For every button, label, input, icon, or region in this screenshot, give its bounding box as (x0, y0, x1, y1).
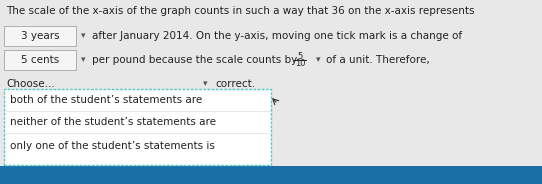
Text: ▾: ▾ (81, 56, 85, 65)
Text: both of the student’s statements are: both of the student’s statements are (10, 95, 202, 105)
Bar (0, 166, 542, 184)
Text: ▾: ▾ (81, 31, 85, 40)
Text: neither of the student’s statements are: neither of the student’s statements are (10, 117, 216, 127)
FancyBboxPatch shape (4, 89, 271, 165)
Text: ▾: ▾ (203, 79, 207, 89)
Text: per pound because the scale counts by: per pound because the scale counts by (92, 55, 297, 65)
Text: The scale of the x-axis of the graph counts in such a way that 36 on the x-axis : The scale of the x-axis of the graph cou… (6, 6, 474, 16)
Text: only one of the student’s statements is: only one of the student’s statements is (10, 141, 215, 151)
Text: correct.: correct. (215, 79, 255, 89)
FancyBboxPatch shape (4, 50, 76, 70)
Text: 3 years: 3 years (21, 31, 59, 41)
FancyBboxPatch shape (4, 26, 76, 46)
Text: 5: 5 (298, 52, 302, 61)
Text: Choose...: Choose... (6, 79, 55, 89)
Text: 5 cents: 5 cents (21, 55, 59, 65)
Text: 10: 10 (295, 59, 305, 68)
Text: ▾: ▾ (316, 56, 320, 65)
Text: of a unit. Therefore,: of a unit. Therefore, (326, 55, 430, 65)
Text: after January 2014. On the y-axis, moving one tick mark is a change of: after January 2014. On the y-axis, movin… (92, 31, 462, 41)
